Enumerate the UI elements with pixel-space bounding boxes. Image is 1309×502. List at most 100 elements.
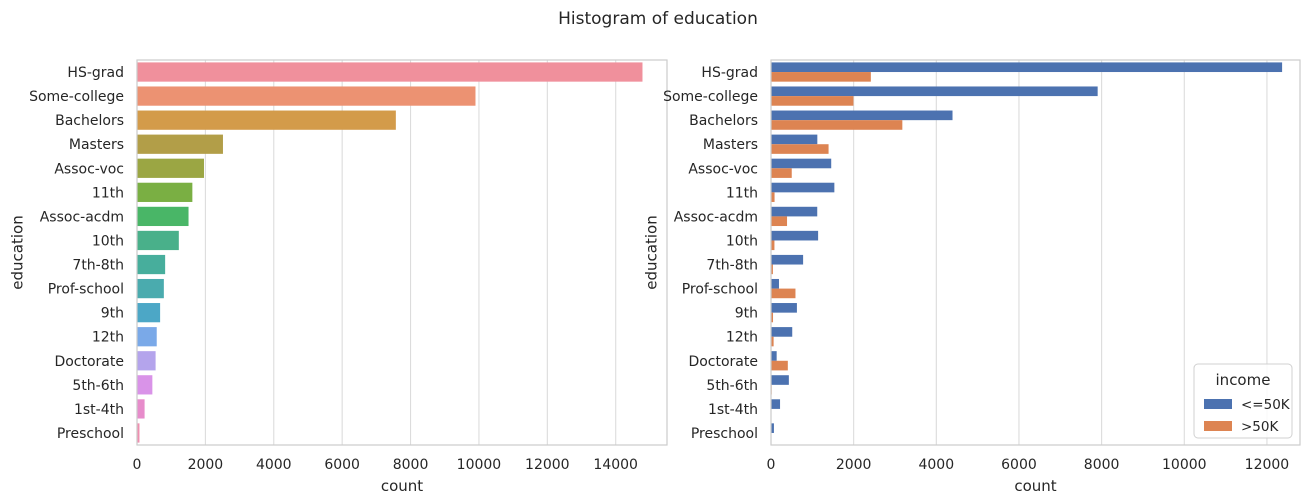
bar-bachelors-50k bbox=[771, 120, 903, 130]
y-tick-label: Doctorate bbox=[54, 354, 124, 370]
bar-10th bbox=[137, 230, 179, 251]
y-tick-label: 12th bbox=[92, 330, 124, 346]
y-tick-label: 10th bbox=[726, 233, 758, 249]
bar-12th-50k bbox=[771, 336, 774, 347]
x-tick-label: 2000 bbox=[836, 457, 872, 473]
x-tick-label: 0 bbox=[133, 457, 142, 473]
x-tick-label: 14000 bbox=[593, 457, 638, 473]
bar-assoc-voc bbox=[137, 158, 204, 178]
bar-preschool-50k bbox=[771, 423, 774, 433]
bar-masters-50k bbox=[771, 144, 829, 154]
y-tick-label: Assoc-voc bbox=[688, 161, 758, 177]
y-tick-label: 7th-8th bbox=[72, 258, 124, 274]
right-chart: HS-grad Some-college Bachelors Masters Assoc… bbox=[643, 59, 1301, 495]
bar-hs-grad-50k bbox=[771, 72, 871, 82]
legend-box bbox=[1193, 363, 1293, 439]
x-tick-label: 10000 bbox=[457, 457, 502, 473]
bar-assoc-acdm-50k bbox=[771, 216, 788, 227]
bar-1st-4th bbox=[137, 399, 145, 419]
x-axis-label: count bbox=[1014, 477, 1056, 495]
figure-title: Histogram of education bbox=[558, 9, 758, 29]
bar-12th bbox=[137, 327, 157, 347]
bar-some-college-50k bbox=[771, 86, 1098, 97]
y-tick-label: Masters bbox=[703, 137, 758, 153]
bar-11th bbox=[137, 182, 193, 202]
x-tick-label: 6000 bbox=[324, 457, 360, 473]
y-tick-label: Assoc-voc bbox=[54, 161, 124, 177]
bar-prof-school-50k bbox=[771, 288, 796, 299]
bar-7th-8th-50k bbox=[771, 254, 804, 265]
bar-bachelors bbox=[137, 110, 396, 130]
bar-assoc-voc-50k bbox=[771, 168, 792, 178]
bar-12th-50k bbox=[771, 327, 793, 337]
y-tick-label: Assoc-acdm bbox=[40, 209, 124, 225]
bar-9th-50k bbox=[771, 312, 774, 323]
bar-prof-school-50k bbox=[771, 278, 779, 289]
axes-frame bbox=[770, 59, 1301, 446]
bar-10th-50k bbox=[771, 230, 819, 241]
bar-masters bbox=[137, 134, 223, 154]
y-tick-label: 9th bbox=[101, 306, 124, 322]
x-tick-label: 8000 bbox=[393, 457, 429, 473]
y-tick-label: HS-grad bbox=[701, 65, 758, 81]
legend-swatch-50k bbox=[1204, 399, 1232, 409]
x-tick-label: 12000 bbox=[525, 457, 570, 473]
y-tick-label: Masters bbox=[69, 137, 124, 153]
bar-10th-50k bbox=[771, 240, 775, 251]
y-tick-label: Some-college bbox=[29, 89, 124, 105]
y-tick-label: Prof-school bbox=[48, 282, 124, 298]
bar-assoc-acdm-50k bbox=[771, 206, 818, 217]
y-axis-label: education bbox=[643, 215, 661, 289]
x-tick-label: 6000 bbox=[1001, 457, 1037, 473]
bar-1st-4th-50k bbox=[771, 399, 781, 409]
y-tick-label: 12th bbox=[726, 330, 758, 346]
y-tick-label: Assoc-acdm bbox=[674, 209, 758, 225]
bar-doctorate-50k bbox=[771, 351, 777, 361]
y-tick-label: 5th-6th bbox=[706, 378, 758, 394]
y-tick-label: Some-college bbox=[663, 89, 758, 105]
bar-masters-50k bbox=[771, 134, 818, 145]
left-chart: HS-grad Some-college Bachelors Masters Assoc… bbox=[9, 59, 668, 495]
y-tick-label: 7th-8th bbox=[706, 258, 758, 274]
legend-title: income bbox=[1216, 371, 1271, 389]
bar-hs-grad bbox=[137, 62, 643, 82]
y-tick-label: HS-grad bbox=[67, 65, 124, 81]
y-tick-label: 1st-4th bbox=[708, 402, 758, 418]
y-tick-label: 1st-4th bbox=[74, 402, 124, 418]
axes-frame bbox=[136, 59, 668, 446]
bar-11th-50k bbox=[771, 192, 775, 202]
bar-preschool bbox=[137, 423, 140, 443]
bar-some-college-50k bbox=[771, 96, 854, 106]
bar-doctorate bbox=[137, 351, 156, 371]
bar-assoc-acdm bbox=[137, 206, 189, 227]
legend-label-50k: <=50K bbox=[1241, 397, 1291, 413]
legend-swatch-50k bbox=[1204, 421, 1232, 431]
x-tick-label: 4000 bbox=[918, 457, 954, 473]
bar-9th bbox=[137, 303, 161, 323]
y-tick-label: Bachelors bbox=[55, 113, 124, 129]
x-tick-label: 2000 bbox=[188, 457, 224, 473]
y-tick-label: 5th-6th bbox=[72, 378, 124, 394]
y-tick-label: Bachelors bbox=[689, 113, 758, 129]
bar-bachelors-50k bbox=[771, 110, 953, 121]
bar-hs-grad-50k bbox=[771, 62, 1283, 73]
bar-11th-50k bbox=[771, 182, 835, 193]
y-tick-label: Preschool bbox=[57, 426, 124, 442]
y-tick-label: Doctorate bbox=[688, 354, 758, 370]
bar-assoc-voc-50k bbox=[771, 158, 832, 169]
y-tick-label: Prof-school bbox=[682, 282, 758, 298]
bar-9th-50k bbox=[771, 303, 797, 313]
y-tick-label: 11th bbox=[92, 185, 124, 201]
bar-7th-8th bbox=[137, 254, 166, 275]
bar-prof-school bbox=[137, 278, 164, 299]
y-tick-label: Preschool bbox=[691, 426, 758, 442]
y-tick-label: 11th bbox=[726, 185, 758, 201]
x-tick-label: 0 bbox=[767, 457, 776, 473]
x-tick-label: 12000 bbox=[1245, 457, 1290, 473]
bar-7th-8th-50k bbox=[771, 264, 773, 275]
x-tick-label: 10000 bbox=[1162, 457, 1207, 473]
x-tick-label: 4000 bbox=[256, 457, 292, 473]
bar-some-college bbox=[137, 86, 476, 106]
x-tick-label: 8000 bbox=[1084, 457, 1120, 473]
bar-5th-6th bbox=[137, 375, 153, 395]
